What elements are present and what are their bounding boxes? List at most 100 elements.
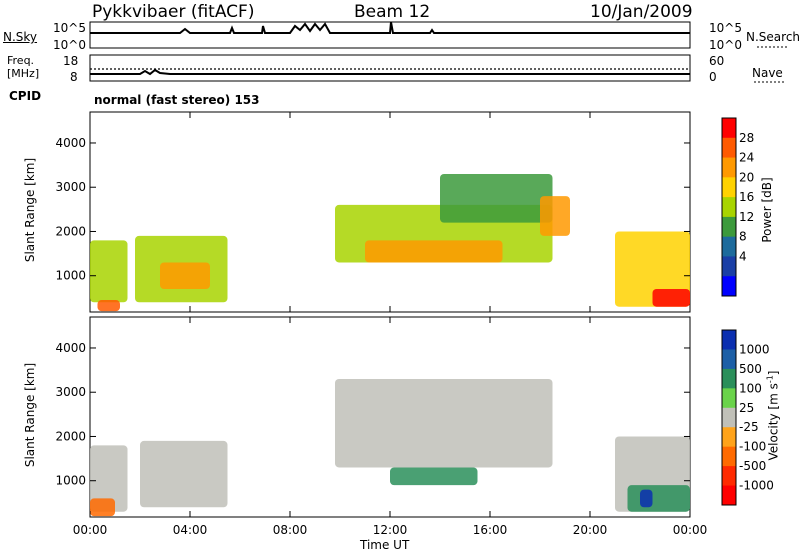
power-marks xyxy=(90,173,690,312)
velocity-region-0 xyxy=(90,445,128,512)
velocity-region-6 xyxy=(627,485,690,512)
power-region-9 xyxy=(652,288,690,307)
velocity-colorbar-swatch xyxy=(722,330,736,350)
nsearch-tick-top: 10^5 xyxy=(709,21,742,35)
xtick-label: 16:00 xyxy=(473,523,508,537)
freq-tick-bottom: 8 xyxy=(70,70,78,84)
xtick-label: 12:00 xyxy=(373,523,408,537)
cpid-label: CPID xyxy=(9,89,42,103)
velocity-colorbar-swatch xyxy=(722,368,736,389)
xaxis-label: Time UT xyxy=(360,538,410,552)
velocity-colorbar-swatch xyxy=(722,446,736,467)
power-colorbar-tick-label: 20 xyxy=(739,170,754,184)
power-colorbar-tick-label: 24 xyxy=(739,151,754,165)
xtick-label: 00:00 xyxy=(73,523,108,537)
velocity-ytick-label: 1000 xyxy=(55,474,86,488)
freq-label: Freq. [MHz] xyxy=(7,54,39,80)
nave-label: Nave xyxy=(752,66,783,80)
velocity-region-3 xyxy=(335,378,553,468)
date-title: 10/Jan/2009 xyxy=(590,2,693,22)
power-yticks: 4000 3000 2000 1000 xyxy=(55,136,690,283)
power-colorbar-swatch xyxy=(722,118,736,139)
velocity-colorbar-swatch xyxy=(722,485,736,506)
power-region-0 xyxy=(90,240,128,303)
power-colorbar-swatch xyxy=(722,256,736,277)
xtick-label: 08:00 xyxy=(273,523,308,537)
power-colorbar-tick-label: 12 xyxy=(739,210,754,224)
velocity-region-2 xyxy=(140,440,228,508)
velocity-colorbar-swatch xyxy=(722,427,736,448)
freq-line xyxy=(90,68,690,76)
power-region-5 xyxy=(365,240,503,263)
nsky-strip xyxy=(89,21,691,49)
velocity-yticks: 4000 3000 2000 1000 xyxy=(55,341,690,488)
power-colorbar-swatch xyxy=(722,197,736,218)
power-colorbar-tick-label: 28 xyxy=(739,131,754,145)
power-region-8 xyxy=(615,231,690,307)
nsearch-tick-bottom: 10^0 xyxy=(709,38,742,52)
velocity-colorbar-swatch xyxy=(722,349,736,370)
power-ytick-label: 4000 xyxy=(55,136,86,150)
nsearch-label: N.Search xyxy=(746,30,800,44)
power-colorbar-tick-label: 8 xyxy=(739,230,747,244)
freq-label-line1: Freq. xyxy=(7,54,35,67)
power-colorbar-swatch xyxy=(722,276,736,297)
velocity-colorbar-tick-label: 1000 xyxy=(739,342,770,356)
cpid-text: normal (fast stereo) 153 xyxy=(94,93,260,107)
velocity-colorbar-frame xyxy=(721,329,737,506)
velocity-region-7 xyxy=(640,489,653,508)
velocity-ytick-label: 4000 xyxy=(55,341,86,355)
power-colorbar-swatch xyxy=(722,137,736,159)
xtick-label: 04:00 xyxy=(173,523,208,537)
beam-title: Beam 12 xyxy=(354,2,431,22)
velocity-panel xyxy=(89,316,691,518)
power-ytick-label: 1000 xyxy=(55,269,86,283)
nsky-tick-top: 10^5 xyxy=(53,21,86,35)
velocity-colorbar-tick-label: -1000 xyxy=(739,479,774,493)
velocity-region-1 xyxy=(90,498,115,517)
station-title: Pykkvibaer (fitACF) xyxy=(92,2,255,22)
velocity-colorbar-tick-label: -100 xyxy=(739,440,766,454)
freq-strip xyxy=(89,54,691,82)
power-colorbar-tick-label: 4 xyxy=(739,249,747,263)
nsky-tick-bottom: 10^0 xyxy=(53,38,86,52)
xtick-label: 20:00 xyxy=(573,523,608,537)
power-colorbar-frame xyxy=(721,117,737,297)
velocity-marks xyxy=(90,378,690,517)
nsky-line xyxy=(90,21,690,34)
xticks: 00:00 04:00 08:00 12:00 16:00 20:00 00:00 xyxy=(73,112,708,537)
velocity-colorbar-swatch xyxy=(722,388,736,409)
velocity-colorbar-tick-label: 25 xyxy=(739,401,754,415)
power-region-7 xyxy=(540,196,570,236)
power-region-3 xyxy=(160,262,210,289)
power-colorbar-swatch xyxy=(722,177,736,198)
velocity-colorbar-tick-label: 100 xyxy=(739,381,762,395)
velocity-colorbar-swatch xyxy=(722,466,736,487)
power-ytick-label: 3000 xyxy=(55,180,86,194)
power-ytick-label: 2000 xyxy=(55,224,86,238)
xtick-label: 00:00 xyxy=(673,523,708,537)
velocity-colorbar-tick-label: -25 xyxy=(739,420,759,434)
power-colorbar-swatch xyxy=(722,216,736,238)
velocity-colorbar-tick-label: -500 xyxy=(739,459,766,473)
velocity-ytick-label: 2000 xyxy=(55,429,86,443)
nave-tick-bottom: 0 xyxy=(709,70,717,84)
power-colorbar-tick-label: 16 xyxy=(739,190,754,204)
nave-tick-top: 60 xyxy=(709,54,725,68)
power-panel xyxy=(89,111,691,313)
velocity-colorbar-swatch xyxy=(722,407,736,428)
freq-tick-top: 18 xyxy=(63,54,79,68)
velocity-colorbar-tick-label: 500 xyxy=(739,362,762,376)
power-colorbar: 28 24 20 16 12 8 4 xyxy=(721,117,754,297)
velocity-region-4 xyxy=(390,467,478,486)
velocity-colorbar: 1000 500 100 25 -25 -100 -500 -1000 xyxy=(721,329,774,506)
power-region-1 xyxy=(97,300,120,312)
power-colorbar-swatch xyxy=(722,157,736,178)
freq-frame xyxy=(89,54,691,82)
velocity-ytick-label: 3000 xyxy=(55,385,86,399)
freq-label-line2: [MHz] xyxy=(7,67,40,80)
power-colorbar-swatch xyxy=(722,236,736,257)
power-region-6 xyxy=(440,173,553,223)
nsky-label: N.Sky xyxy=(3,30,38,44)
